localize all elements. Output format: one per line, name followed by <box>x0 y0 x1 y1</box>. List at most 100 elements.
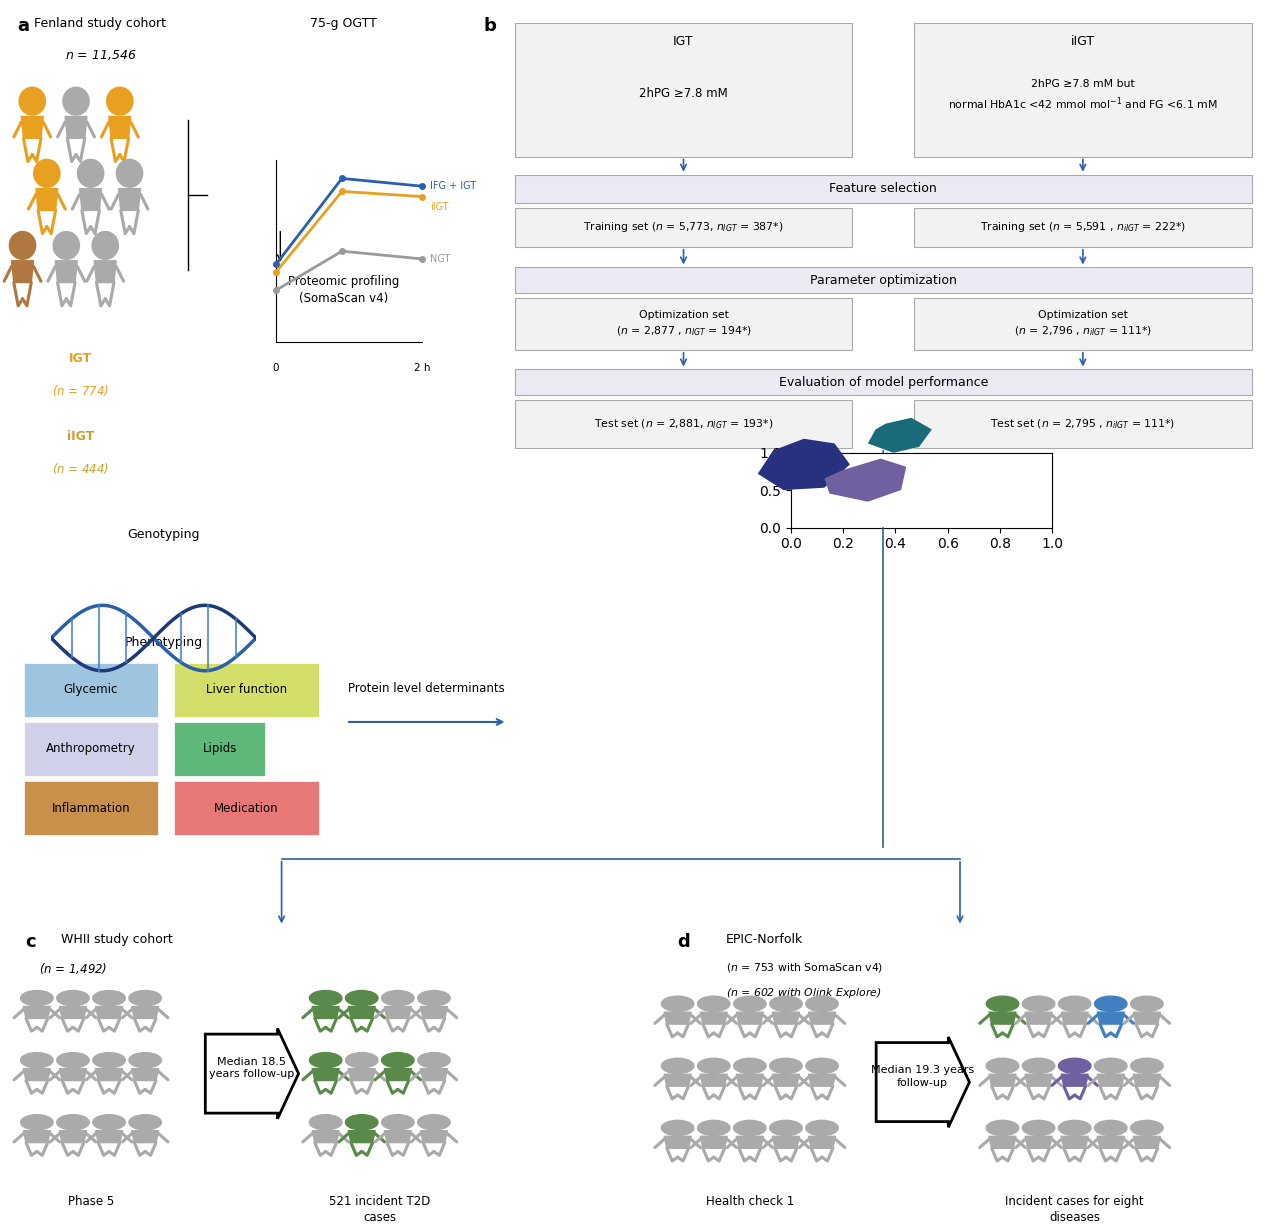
Circle shape <box>987 1120 1019 1135</box>
Circle shape <box>1059 1120 1091 1135</box>
Polygon shape <box>312 1069 339 1081</box>
Polygon shape <box>1061 1075 1088 1086</box>
Circle shape <box>698 1058 730 1074</box>
Polygon shape <box>664 1075 691 1086</box>
FancyBboxPatch shape <box>515 298 852 350</box>
Polygon shape <box>348 1131 375 1142</box>
Circle shape <box>129 990 161 1006</box>
Polygon shape <box>700 1136 727 1148</box>
Polygon shape <box>312 1131 339 1142</box>
Circle shape <box>698 1120 730 1135</box>
Text: iIGT: iIGT <box>1071 36 1094 48</box>
Text: IGT: IGT <box>69 352 92 366</box>
Polygon shape <box>22 117 44 139</box>
Circle shape <box>987 996 1019 1011</box>
Polygon shape <box>700 1012 727 1025</box>
Text: Protein level determinants: Protein level determinants <box>348 682 506 694</box>
Text: 2hPG ≥7.8 mM: 2hPG ≥7.8 mM <box>639 87 728 99</box>
Polygon shape <box>420 1131 448 1142</box>
FancyBboxPatch shape <box>515 174 1252 202</box>
Circle shape <box>20 1114 52 1130</box>
Text: Median 18.5
years follow-up: Median 18.5 years follow-up <box>209 1056 294 1080</box>
FancyBboxPatch shape <box>791 453 1052 528</box>
FancyBboxPatch shape <box>914 298 1252 350</box>
Polygon shape <box>132 1131 159 1142</box>
Circle shape <box>1130 996 1164 1011</box>
Polygon shape <box>348 1006 375 1018</box>
Polygon shape <box>132 1006 159 1018</box>
Circle shape <box>769 1120 803 1135</box>
Text: Test set ($n$ = 2,881, $n_{IGT}$ = 193*): Test set ($n$ = 2,881, $n_{IGT}$ = 193*) <box>594 417 773 431</box>
Polygon shape <box>809 1075 836 1086</box>
Text: Evaluation of model performance: Evaluation of model performance <box>778 375 988 389</box>
Polygon shape <box>1061 1136 1088 1148</box>
Circle shape <box>1094 1120 1126 1135</box>
Polygon shape <box>758 439 850 490</box>
Circle shape <box>310 990 342 1006</box>
Polygon shape <box>59 1131 87 1142</box>
Circle shape <box>54 232 79 259</box>
Polygon shape <box>1097 1136 1124 1148</box>
Text: WHII study cohort: WHII study cohort <box>61 933 173 946</box>
Circle shape <box>698 996 730 1011</box>
Text: ($n$ = 602 with Olink Explore): ($n$ = 602 with Olink Explore) <box>726 987 881 1000</box>
Polygon shape <box>664 1012 691 1025</box>
Text: 2 h: 2 h <box>415 363 430 373</box>
Polygon shape <box>868 418 932 453</box>
Circle shape <box>1130 1058 1164 1074</box>
Circle shape <box>417 990 451 1006</box>
Polygon shape <box>1097 1075 1124 1086</box>
Polygon shape <box>1025 1136 1052 1148</box>
Text: 75-g OGTT: 75-g OGTT <box>310 17 378 31</box>
FancyBboxPatch shape <box>174 721 265 775</box>
Circle shape <box>93 1053 125 1067</box>
Polygon shape <box>384 1069 411 1081</box>
FancyArrow shape <box>877 1037 969 1128</box>
Polygon shape <box>59 1006 87 1018</box>
Polygon shape <box>809 1012 836 1025</box>
Text: iIGT: iIGT <box>68 429 95 443</box>
Text: iIGT: iIGT <box>430 202 448 212</box>
Circle shape <box>1059 996 1091 1011</box>
Text: ($n$ = 444): ($n$ = 444) <box>52 460 110 476</box>
Circle shape <box>1094 1058 1126 1074</box>
Circle shape <box>381 1114 413 1130</box>
Circle shape <box>346 1114 378 1130</box>
Text: ($n$ = 753 with SomaScan v4): ($n$ = 753 with SomaScan v4) <box>726 961 883 974</box>
Polygon shape <box>96 1131 123 1142</box>
Polygon shape <box>23 1069 50 1081</box>
Circle shape <box>92 232 118 259</box>
Circle shape <box>662 1120 694 1135</box>
Polygon shape <box>96 1006 123 1018</box>
FancyBboxPatch shape <box>515 267 1252 293</box>
Text: Anthropometry: Anthropometry <box>46 742 136 756</box>
FancyBboxPatch shape <box>515 22 852 157</box>
Circle shape <box>733 996 765 1011</box>
Text: d: d <box>677 933 690 951</box>
Circle shape <box>116 160 142 188</box>
FancyBboxPatch shape <box>515 400 852 448</box>
Circle shape <box>9 232 36 259</box>
FancyBboxPatch shape <box>515 369 1252 395</box>
Text: NGT: NGT <box>430 254 451 264</box>
FancyBboxPatch shape <box>914 400 1252 448</box>
Circle shape <box>56 1053 90 1067</box>
Circle shape <box>417 1053 451 1067</box>
Text: EPIC-Norfolk: EPIC-Norfolk <box>726 933 803 946</box>
Polygon shape <box>1133 1075 1161 1086</box>
Text: Optimization set
($n$ = 2,796 , $n_{iIGT}$ = 111*): Optimization set ($n$ = 2,796 , $n_{iIGT… <box>1014 309 1152 339</box>
Text: Median 19.3 years
follow-up: Median 19.3 years follow-up <box>870 1065 974 1087</box>
Text: Health check 1: Health check 1 <box>705 1195 794 1207</box>
Circle shape <box>1094 996 1126 1011</box>
Text: Liver function: Liver function <box>206 683 287 696</box>
Text: 2hPG ≥7.8 mM but
normal HbA1c <42 mmol mol$^{-1}$ and FG <6.1 mM: 2hPG ≥7.8 mM but normal HbA1c <42 mmol m… <box>948 80 1217 113</box>
Circle shape <box>93 1114 125 1130</box>
Circle shape <box>806 1058 838 1074</box>
Text: Proteomic profiling
(SomaScan v4): Proteomic profiling (SomaScan v4) <box>288 275 399 306</box>
Polygon shape <box>989 1136 1016 1148</box>
Text: Genotyping: Genotyping <box>127 528 200 541</box>
Circle shape <box>33 160 60 188</box>
Circle shape <box>20 990 52 1006</box>
Polygon shape <box>809 1136 836 1148</box>
Text: Fenland study cohort: Fenland study cohort <box>35 17 166 31</box>
